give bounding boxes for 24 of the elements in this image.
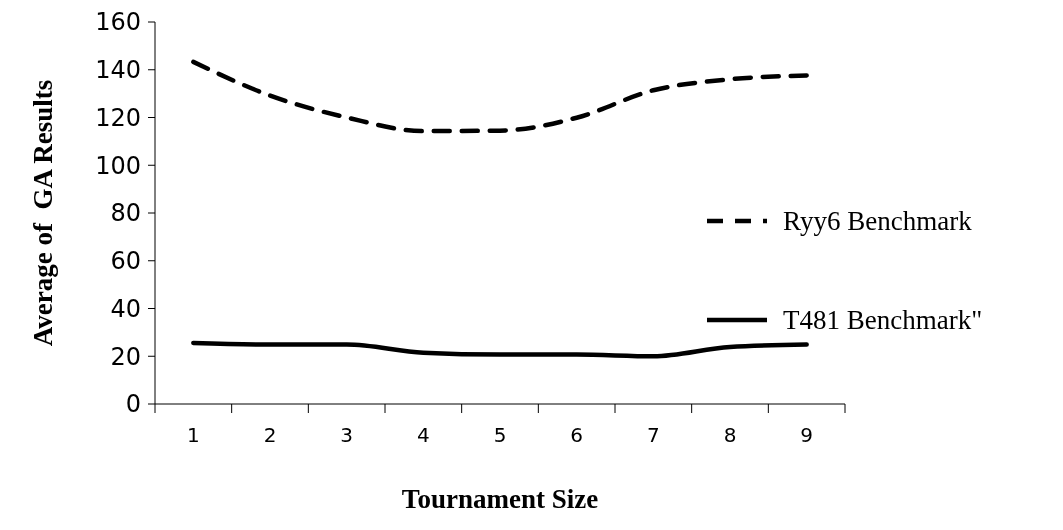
y-tick-label: 20 — [110, 342, 141, 371]
x-tick-label: 3 — [340, 423, 354, 447]
line-series — [191, 59, 809, 134]
x-tick-label: 7 — [646, 423, 660, 447]
x-tick-label: 5 — [493, 423, 507, 447]
x-tick-label: 8 — [723, 423, 737, 447]
x-tick-label: 9 — [800, 423, 814, 447]
y-tick-label: 80 — [110, 199, 141, 228]
y-tick-label: 140 — [95, 56, 141, 85]
y-tick-label: 100 — [95, 151, 141, 180]
line-series — [191, 340, 809, 359]
legend-label: T481 Benchmark" — [783, 305, 983, 336]
y-tick-label: 60 — [110, 247, 141, 276]
x-tick-label: 1 — [186, 423, 200, 447]
y-tick-label: 40 — [110, 294, 141, 323]
y-tick-label: 160 — [95, 8, 141, 37]
y-tick-label: 0 — [125, 390, 141, 419]
legend-label: Ryy6 Benchmark — [783, 206, 973, 237]
y-axis-title: Average of GA Results — [28, 79, 58, 347]
x-tick-label: 6 — [570, 423, 584, 447]
x-axis-title: Tournament Size — [401, 484, 599, 514]
y-tick-label: 120 — [95, 103, 141, 132]
x-tick-label: 4 — [416, 423, 430, 447]
x-tick-label: 2 — [263, 423, 277, 447]
